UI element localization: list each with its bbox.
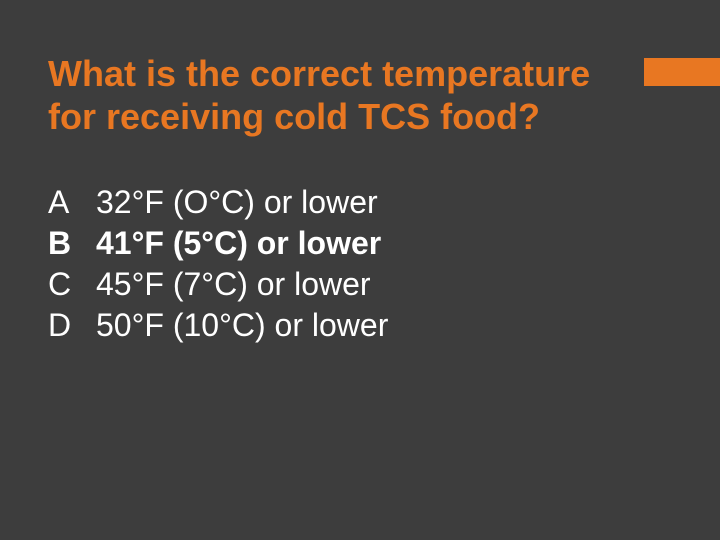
answer-text: 45°F (7°C) or lower: [96, 264, 672, 305]
answer-row: A 32°F (O°C) or lower: [48, 182, 672, 223]
answer-text: 32°F (O°C) or lower: [96, 182, 672, 223]
accent-bar: [644, 58, 720, 86]
slide-content: What is the correct temperature for rece…: [0, 0, 720, 346]
answer-row: D 50°F (10°C) or lower: [48, 305, 672, 346]
answer-text: 50°F (10°C) or lower: [96, 305, 672, 346]
answer-letter: D: [48, 305, 96, 346]
question-title: What is the correct temperature for rece…: [48, 52, 672, 138]
answer-row: B 41°F (5°C) or lower: [48, 223, 672, 264]
answer-letter: C: [48, 264, 96, 305]
answer-letter: B: [48, 223, 96, 264]
answer-letter: A: [48, 182, 96, 223]
answers-list: A 32°F (O°C) or lower B 41°F (5°C) or lo…: [48, 182, 672, 346]
answer-row: C 45°F (7°C) or lower: [48, 264, 672, 305]
answer-text: 41°F (5°C) or lower: [96, 223, 672, 264]
